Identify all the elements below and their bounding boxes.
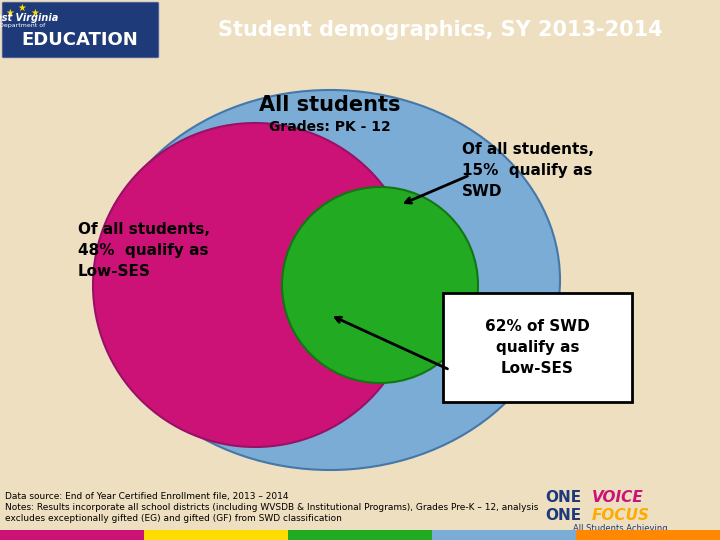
Bar — [0, 525, 144, 540]
Ellipse shape — [100, 90, 560, 470]
FancyBboxPatch shape — [443, 293, 632, 402]
Text: FOCUS: FOCUS — [592, 508, 650, 523]
Text: West Virginia: West Virginia — [0, 13, 59, 23]
Text: All students: All students — [259, 95, 401, 115]
Text: VOICE: VOICE — [592, 490, 644, 505]
Text: ONE: ONE — [545, 508, 581, 523]
Circle shape — [93, 123, 417, 447]
Text: EDUCATION: EDUCATION — [22, 31, 138, 49]
Circle shape — [282, 187, 478, 383]
Text: All Students Achieving: All Students Achieving — [572, 524, 667, 533]
Text: excludes exceptionally gifted (EG) and gifted (GF) from SWD classification: excludes exceptionally gifted (EG) and g… — [5, 514, 342, 523]
Text: Grades: PK - 12: Grades: PK - 12 — [269, 120, 391, 134]
Text: Student demographics, SY 2013-2014: Student demographics, SY 2013-2014 — [217, 20, 662, 40]
Text: ★: ★ — [31, 8, 40, 18]
Text: 62% of SWD
qualify as
Low-SES: 62% of SWD qualify as Low-SES — [485, 319, 590, 376]
Text: ★: ★ — [6, 8, 14, 18]
Text: Of all students,
48%  qualify as
Low-SES: Of all students, 48% qualify as Low-SES — [78, 221, 210, 279]
Text: ★: ★ — [17, 3, 27, 13]
Text: ONE: ONE — [545, 490, 581, 505]
Text: Notes: Results incorporate all school districts (including WVSDB & Institutional: Notes: Results incorporate all school di… — [5, 503, 539, 512]
Text: Of all students,
15%  qualify as
SWD: Of all students, 15% qualify as SWD — [462, 141, 594, 199]
Bar — [576, 525, 720, 540]
Bar — [288, 525, 432, 540]
Bar — [144, 525, 288, 540]
FancyBboxPatch shape — [2, 2, 159, 58]
Text: Department of: Department of — [0, 23, 45, 28]
Text: Data source: End of Year Certified Enrollment file, 2013 – 2014: Data source: End of Year Certified Enrol… — [5, 492, 289, 501]
Bar — [432, 525, 576, 540]
